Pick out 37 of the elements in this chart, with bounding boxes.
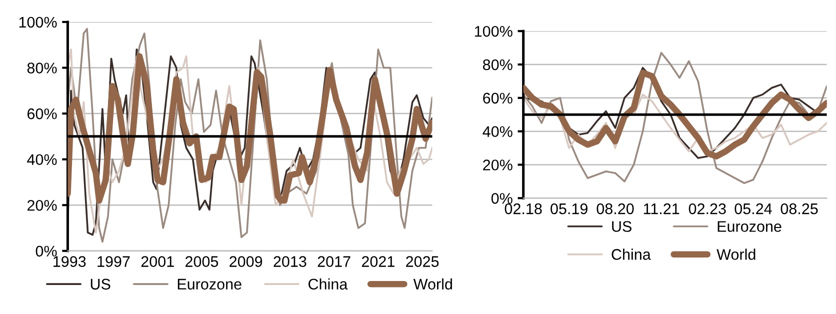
y-tick-label: 80%	[483, 59, 512, 70]
y-tick-label: 40%	[27, 154, 57, 166]
x-tick-label: 08.20	[596, 203, 634, 214]
x-tick-label: 2001	[141, 256, 174, 267]
x-tick-label: 11.21	[644, 203, 680, 214]
x-tick-label: 02.23	[688, 203, 726, 214]
legend-label: World	[716, 248, 756, 260]
y-tick-label: 0%	[491, 193, 512, 204]
legend-label: World	[413, 278, 452, 290]
y-tick-label: 60%	[483, 92, 512, 104]
y-tick-label: 20%	[27, 200, 57, 211]
y-tick-label: 80%	[27, 62, 57, 74]
legend-label: China	[308, 278, 348, 290]
legend-label: US	[612, 221, 632, 232]
y-tick-label: 20%	[483, 160, 512, 170]
x-tick-label: 2009	[230, 256, 262, 267]
y-tick-label: 0%	[36, 246, 57, 257]
x-tick-label: 1993	[54, 256, 86, 267]
x-tick-label: 2017	[318, 256, 350, 267]
y-tick-label: 40%	[482, 126, 512, 137]
x-tick-label: 05.24	[734, 203, 772, 214]
x-tick-label: 2025	[406, 256, 439, 267]
x-tick-label: 2013	[274, 256, 306, 267]
x-tick-label: 05.19	[550, 203, 588, 214]
legend-label: China	[612, 248, 651, 260]
x-tick-label: 2021	[362, 256, 394, 267]
y-tick-label: 100%	[475, 26, 512, 37]
x-tick-label: 2005	[185, 256, 218, 267]
x-tick-label: 02.18	[504, 203, 542, 214]
legend-label: US	[90, 278, 110, 290]
y-tick-label: 60%	[28, 108, 57, 120]
line-series	[523, 52, 827, 184]
y-tick-label: 100%	[19, 16, 57, 28]
x-tick-label: 1997	[98, 256, 130, 267]
legend-label: Eurozone	[178, 278, 242, 290]
x-tick-label: 08.25	[780, 203, 818, 214]
legend-label: Eurozone	[718, 221, 782, 232]
